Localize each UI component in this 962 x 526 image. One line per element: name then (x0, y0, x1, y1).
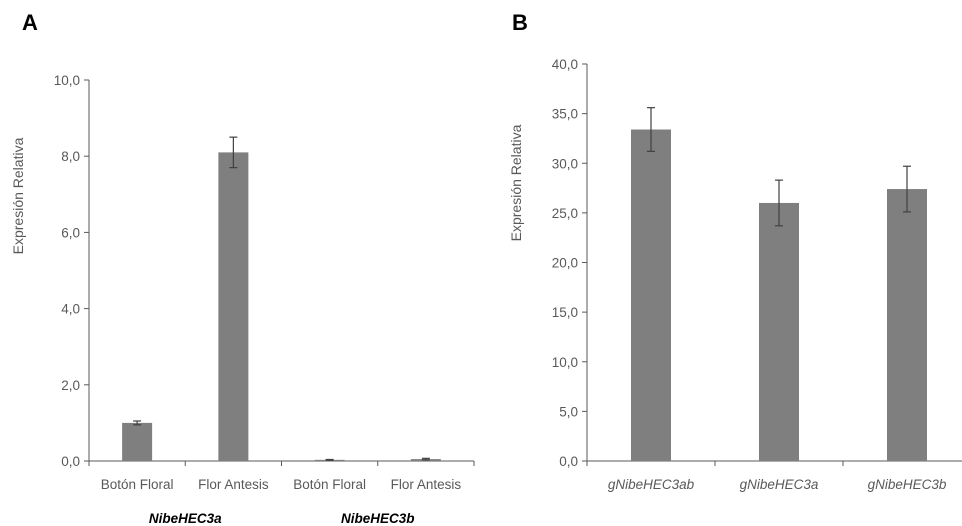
y-tick-label: 20,0 (552, 256, 578, 271)
y-tick-label: 10,0 (54, 73, 80, 88)
y-tick-label: 30,0 (552, 156, 578, 171)
panel-a-label: A (22, 10, 38, 35)
x-category-label: gNibeHEC3a (740, 477, 819, 492)
x-category-label: Flor Antesis (391, 477, 462, 492)
x-category-label: Botón Floral (293, 477, 366, 492)
y-tick-label: 40,0 (552, 57, 578, 72)
bar (218, 152, 249, 461)
x-category-label: gNibeHEC3b (868, 477, 947, 492)
y-tick-label: 25,0 (552, 206, 578, 221)
x-category-label: Botón Floral (101, 477, 174, 492)
bar (759, 202, 799, 461)
y-tick-label: 35,0 (552, 107, 578, 122)
chart-a: Expresión Relativa 0,0 2,0 4,0 6,0 8,0 10,0 Bo… (10, 73, 475, 526)
y-tick-label: 0,0 (559, 454, 578, 469)
y-tick-label: 10,0 (552, 355, 578, 370)
group-label: NibeHEC3a (149, 511, 222, 526)
chart-a-y-axis-title: Expresión Relativa (10, 137, 26, 254)
y-tick-label: 2,0 (61, 378, 80, 393)
x-category-label: Flor Antesis (198, 477, 269, 492)
y-tick-label: 4,0 (61, 302, 80, 317)
bar (122, 422, 153, 461)
chart-b: Expresión Relativa 0,0 5,0 10,0 15,0 20,0 25,… (508, 57, 962, 492)
group-label: NibeHEC3b (341, 511, 415, 526)
bar (887, 189, 927, 461)
x-category-label: gNibeHEC3ab (608, 477, 695, 492)
chart-b-y-axis-title: Expresión Relativa (508, 124, 524, 241)
y-tick-label: 5,0 (559, 404, 578, 419)
panel-b-label: B (512, 10, 528, 35)
y-tick-label: 6,0 (61, 225, 80, 240)
y-tick-label: 8,0 (61, 149, 80, 164)
bar (631, 129, 671, 461)
y-tick-label: 0,0 (61, 454, 80, 469)
y-tick-label: 15,0 (552, 305, 578, 320)
